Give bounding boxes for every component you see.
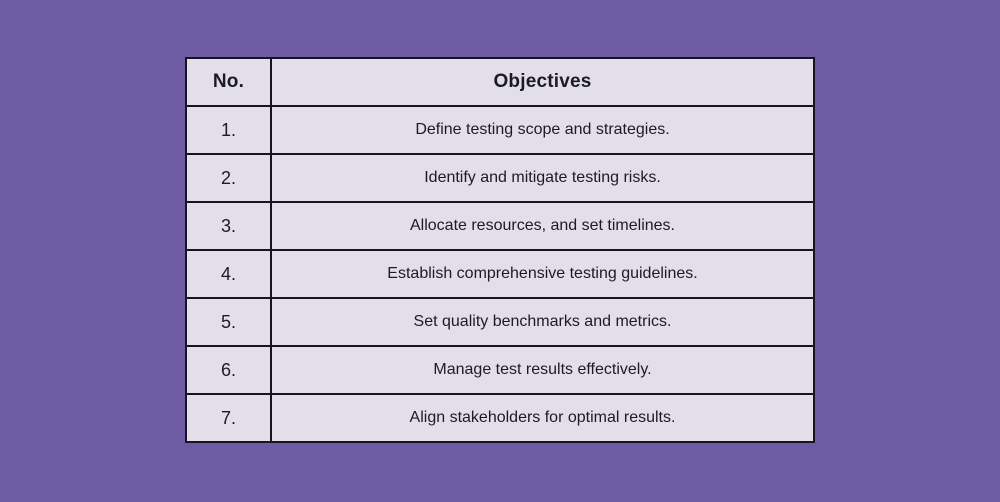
table-header-row: No. Objectives [185,57,815,107]
objective-cell: Allocate resources, and set timelines. [270,201,815,251]
row-number-cell: 3. [185,201,272,251]
objective-cell: Manage test results effectively. [270,345,815,395]
row-number-cell: 2. [185,153,272,203]
table-row: 6. Manage test results effectively. [185,345,815,395]
row-number-cell: 4. [185,249,272,299]
row-number-cell: 1. [185,105,272,155]
table-row: 7. Align stakeholders for optimal result… [185,393,815,443]
objective-cell: Define testing scope and strategies. [270,105,815,155]
table-row: 3. Allocate resources, and set timelines… [185,201,815,251]
table-row: 4. Establish comprehensive testing guide… [185,249,815,299]
column-header-objectives: Objectives [270,57,815,107]
objective-cell: Identify and mitigate testing risks. [270,153,815,203]
objectives-table: No. Objectives 1. Define testing scope a… [185,57,815,443]
column-header-no: No. [185,57,272,107]
row-number-cell: 7. [185,393,272,443]
table-body: 1. Define testing scope and strategies. … [185,105,815,443]
row-number-cell: 6. [185,345,272,395]
objective-cell: Set quality benchmarks and metrics. [270,297,815,347]
objective-cell: Establish comprehensive testing guidelin… [270,249,815,299]
table-row: 2. Identify and mitigate testing risks. [185,153,815,203]
objective-cell: Align stakeholders for optimal results. [270,393,815,443]
table-row: 1. Define testing scope and strategies. [185,105,815,155]
row-number-cell: 5. [185,297,272,347]
table-row: 5. Set quality benchmarks and metrics. [185,297,815,347]
